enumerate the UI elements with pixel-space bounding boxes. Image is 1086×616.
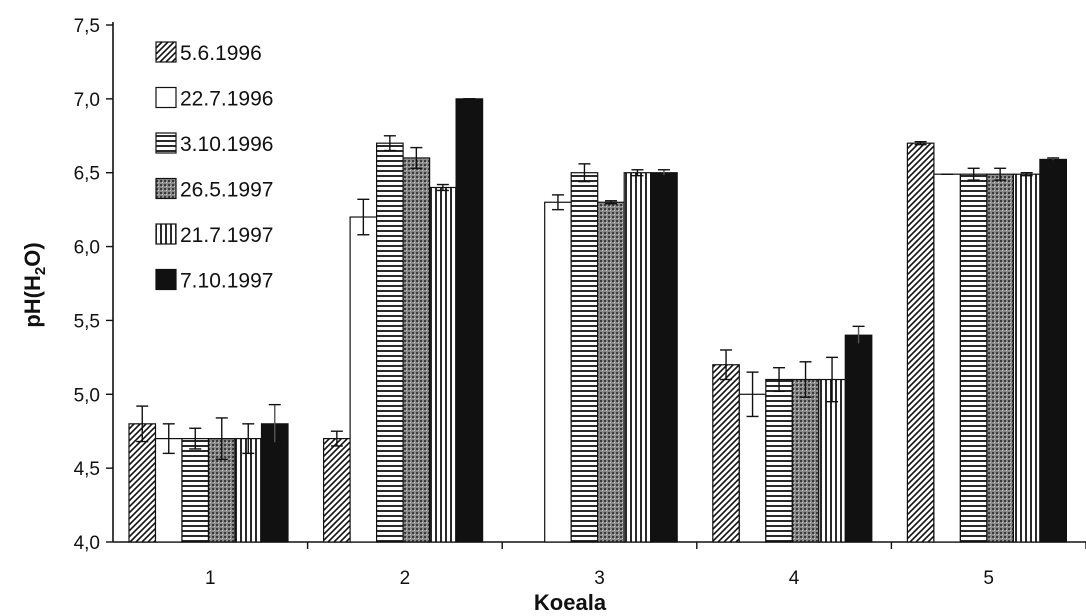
legend-swatch: [155, 223, 177, 245]
bar: [906, 142, 935, 543]
y-tick-label: 4,0: [74, 533, 100, 554]
legend-swatch: [155, 41, 177, 63]
y-tick-label: 4,5: [74, 459, 100, 480]
bar: [402, 157, 431, 543]
legend: 5.6.1996 22.7.1996 3.10.1996 26.5.1997 21.7.…: [155, 41, 273, 293]
legend-label: 22.7.1996: [180, 88, 273, 111]
bar: [933, 173, 962, 543]
legend-label: 21.7.1997: [180, 224, 273, 247]
x-axis-title: Koeala: [534, 590, 607, 615]
tick-labels: 4,0 4,5 5,0 5,5 6,0 6,5 7,0 7,5 1 2 3 4 5: [74, 16, 994, 589]
bar: [544, 201, 572, 543]
bars: [128, 98, 1068, 543]
bar: [349, 216, 378, 543]
x-tick-label: 3: [594, 568, 605, 589]
bar: [376, 142, 404, 543]
y-tick-label: 6,0: [74, 238, 100, 259]
bar: [623, 172, 652, 543]
y-tick-label: 5,0: [74, 385, 100, 406]
legend-swatch: [155, 132, 177, 154]
bar: [570, 172, 599, 543]
bar: [455, 98, 484, 543]
bar: [429, 186, 457, 543]
bar: [818, 378, 846, 543]
y-tick-label: 5,5: [74, 311, 100, 332]
bar: [765, 378, 793, 543]
x-tick-label: 2: [400, 568, 411, 589]
bar: [1012, 173, 1041, 543]
legend-label: 26.5.1997: [180, 179, 273, 202]
bar: [959, 173, 988, 543]
x-tick-label: 5: [983, 568, 994, 589]
legend-swatch: [155, 177, 177, 200]
bar: [844, 334, 873, 543]
bar: [986, 173, 1015, 543]
legend-swatch: [155, 268, 177, 291]
x-tick-label: 1: [205, 568, 216, 589]
bar: [1039, 158, 1068, 543]
bar: [234, 438, 263, 543]
y-tick-label: 6,5: [74, 164, 100, 185]
legend-swatch: [155, 86, 177, 109]
bar: [154, 438, 183, 543]
legend-label: 5.6.1996: [180, 42, 262, 65]
bar: [712, 364, 740, 543]
y-tick-label: 7,0: [74, 90, 100, 111]
bar: [650, 172, 678, 543]
bar: [181, 438, 210, 543]
y-axis-title: pH(H2O): [20, 242, 49, 327]
error-bars: [136, 98, 1060, 460]
bar: [791, 378, 820, 543]
bar: [323, 438, 351, 543]
legend-label: 3.10.1996: [180, 133, 273, 156]
legend-label: 7.10.1997: [180, 270, 273, 293]
bar: [597, 201, 625, 543]
y-tick-label: 7,5: [74, 16, 100, 37]
x-tick-label: 4: [789, 568, 800, 589]
